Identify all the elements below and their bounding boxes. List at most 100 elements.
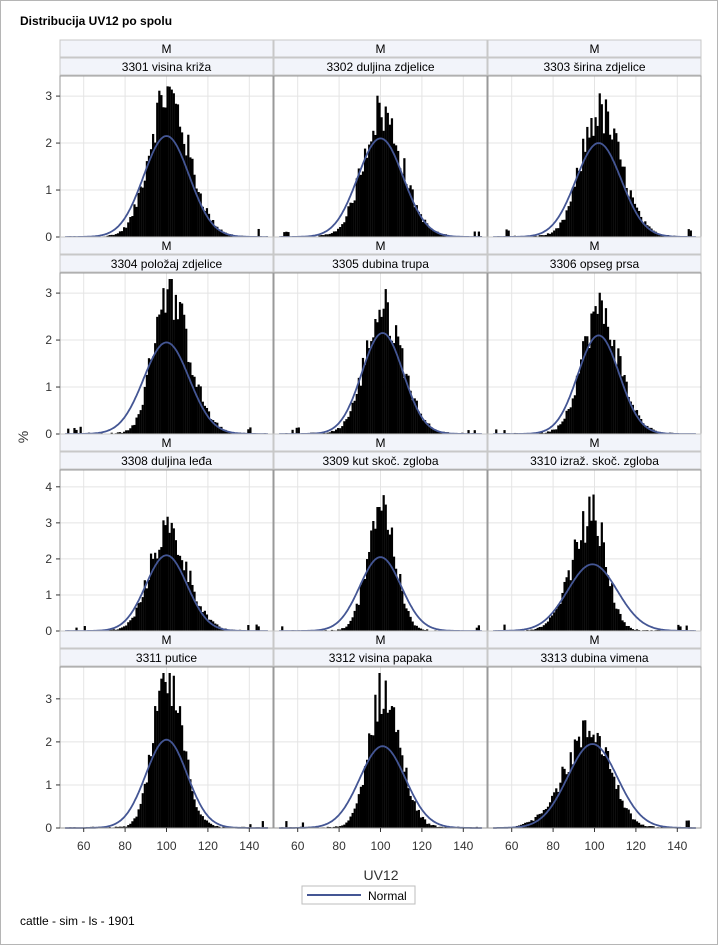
histogram-bar xyxy=(347,820,350,828)
panel-5: M 3305 dubina trupa xyxy=(273,236,488,435)
histogram-bar xyxy=(201,816,204,828)
panel-header-label-strip xyxy=(487,57,702,76)
histogram-bar xyxy=(407,611,410,631)
histogram-bar xyxy=(546,233,550,237)
histogram-bar xyxy=(189,779,192,828)
histogram-bar xyxy=(374,134,377,237)
x-tick-label: 100 xyxy=(156,839,176,853)
histogram-bar xyxy=(503,624,506,631)
histogram-bar xyxy=(584,151,587,237)
histogram-bar xyxy=(573,186,577,237)
histogram-bar xyxy=(195,188,198,237)
histogram-bar xyxy=(586,737,589,828)
histogram-bar xyxy=(347,416,350,434)
histogram-bar xyxy=(538,626,541,631)
histogram-bar xyxy=(421,420,425,434)
histogram-bar xyxy=(205,820,209,828)
histogram-bar xyxy=(382,495,385,631)
histogram-bar xyxy=(631,404,634,434)
histogram-bar xyxy=(170,279,173,434)
histogram-bar xyxy=(386,529,389,631)
y-tick-label: 2 xyxy=(45,552,52,566)
histogram-bar xyxy=(617,785,620,828)
histogram-bar xyxy=(330,233,334,237)
histogram-bar xyxy=(191,158,194,237)
histogram-bar xyxy=(351,402,354,434)
histogram-bar xyxy=(411,400,414,434)
histogram-bar xyxy=(577,170,581,237)
histogram-bar xyxy=(226,233,229,237)
histogram-bar xyxy=(199,814,202,828)
histogram-bar xyxy=(357,794,360,828)
histogram-bar xyxy=(565,577,568,631)
histogram-bar xyxy=(685,625,688,631)
y-tick-label: 2 xyxy=(45,735,52,749)
histogram-bar xyxy=(135,607,138,631)
histogram-bar xyxy=(615,608,618,631)
histogram-bar xyxy=(401,348,404,434)
histogram-bar xyxy=(372,130,375,237)
histogram-bar xyxy=(586,126,589,237)
histogram-bar xyxy=(166,289,169,434)
histogram-bars xyxy=(285,289,476,434)
histogram-bar xyxy=(592,494,595,631)
histogram-bar xyxy=(328,233,331,237)
histogram-bar xyxy=(203,405,206,434)
histogram-bar xyxy=(120,231,124,237)
histogram-bar xyxy=(83,626,86,631)
footnote: cattle - sim - ls - 1901 xyxy=(20,914,135,928)
panel-title: 3311 putice xyxy=(136,651,197,665)
histogram-bar xyxy=(390,527,394,631)
histogram-bar xyxy=(631,629,634,631)
histogram-bar xyxy=(596,535,599,631)
histogram-bar xyxy=(154,343,157,434)
histogram-bar xyxy=(222,826,225,828)
panel-9: M 3310 izraž. skoč. zgloba xyxy=(487,433,702,632)
panel-7: M 3308 duljina leđa 0 1 2 3 4 xyxy=(45,433,274,638)
histogram-bars xyxy=(499,720,692,828)
histogram-bar xyxy=(575,541,579,631)
panel-header-label-strip xyxy=(59,648,274,667)
x-tick-label: 80 xyxy=(118,839,132,853)
histogram-bar xyxy=(222,429,225,434)
histogram-bar xyxy=(415,400,418,434)
histogram-bar xyxy=(438,233,441,237)
histogram-bar xyxy=(125,430,128,434)
histogram-bar xyxy=(637,210,641,237)
histogram-bar xyxy=(600,522,603,631)
histogram-bar xyxy=(152,558,155,631)
histogram-bar xyxy=(343,421,346,434)
histogram-bar xyxy=(152,743,155,828)
x-tick-label: 120 xyxy=(626,839,646,853)
histogram-bar xyxy=(353,808,356,828)
histogram-bar xyxy=(386,112,389,237)
histogram-bar xyxy=(337,629,340,631)
histogram-bar xyxy=(359,786,363,828)
histogram-bar xyxy=(561,421,564,434)
panel-header-sex-strip xyxy=(273,39,488,58)
histogram-bar xyxy=(584,720,587,828)
histogram-bar xyxy=(600,104,603,237)
histogram-bar xyxy=(619,799,622,828)
histogram-bar xyxy=(569,752,572,828)
histogram-bar xyxy=(598,292,601,434)
panel-title: 3313 dubina vimena xyxy=(540,651,648,665)
histogram-bar xyxy=(580,171,583,237)
histogram-bar xyxy=(209,419,213,434)
histogram-bar xyxy=(162,107,165,237)
histogram-bar xyxy=(627,196,630,237)
histogram-bar xyxy=(199,193,202,237)
histogram-bar xyxy=(473,430,476,434)
histogram-bar xyxy=(621,800,624,828)
histogram-bar xyxy=(677,624,680,631)
histogram-bars xyxy=(281,495,483,631)
panel-header-sex-strip xyxy=(59,630,274,649)
histogram-bar xyxy=(191,791,194,828)
histogram-bar xyxy=(423,219,427,237)
histogram-bar xyxy=(137,414,140,434)
y-tick-label: 1 xyxy=(45,588,52,602)
histogram-bar xyxy=(162,520,165,631)
histogram-bar xyxy=(195,386,198,434)
histogram-bar xyxy=(602,542,605,631)
histogram-bar xyxy=(567,772,570,828)
